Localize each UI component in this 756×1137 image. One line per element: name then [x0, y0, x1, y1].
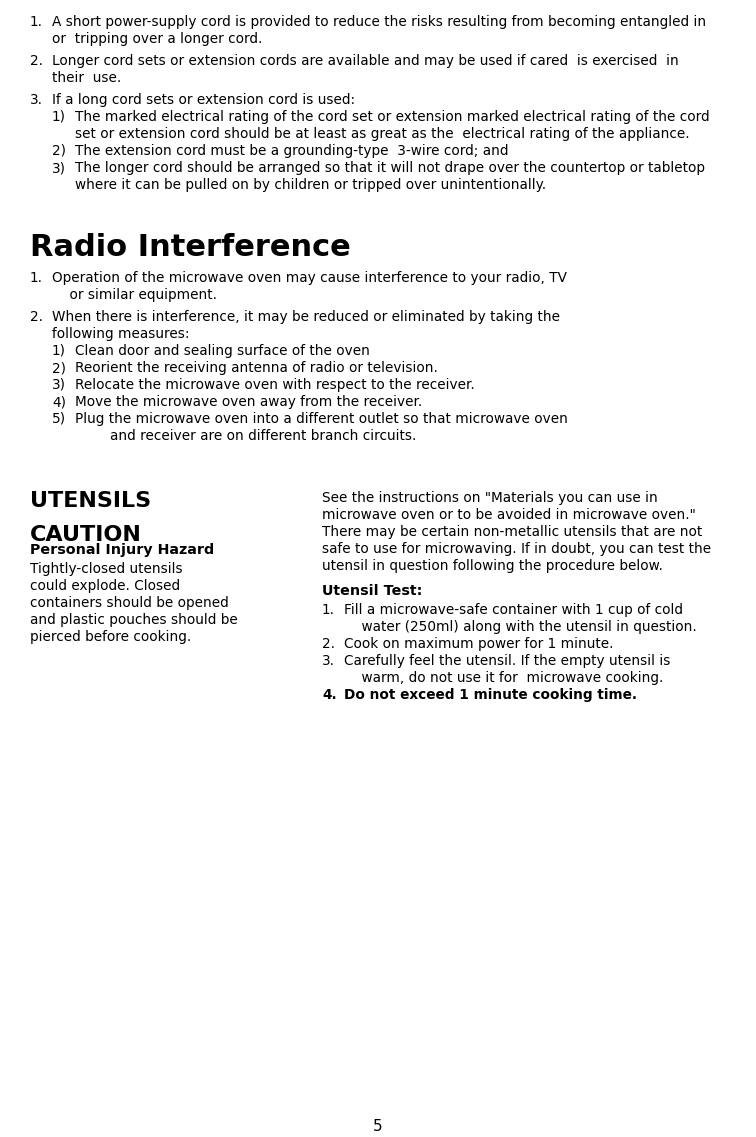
Text: 1.: 1. [322, 603, 335, 617]
Text: and receiver are on different branch circuits.: and receiver are on different branch cir… [75, 429, 417, 443]
Text: could explode. Closed: could explode. Closed [30, 579, 180, 594]
Text: where it can be pulled on by children or tripped over unintentionally.: where it can be pulled on by children or… [75, 179, 546, 192]
Text: The marked electrical rating of the cord set or extension marked electrical rati: The marked electrical rating of the cord… [75, 110, 710, 124]
Text: Personal Injury Hazard: Personal Injury Hazard [30, 543, 214, 557]
Text: Relocate the microwave oven with respect to the receiver.: Relocate the microwave oven with respect… [75, 377, 475, 392]
Text: See the instructions on "Materials you can use in: See the instructions on "Materials you c… [322, 491, 658, 505]
Text: Tightly-closed utensils: Tightly-closed utensils [30, 562, 183, 576]
Text: Reorient the receiving antenna of radio or television.: Reorient the receiving antenna of radio … [75, 362, 438, 375]
Text: 1): 1) [52, 345, 66, 358]
Text: pierced before cooking.: pierced before cooking. [30, 630, 191, 644]
Text: Longer cord sets or extension cords are available and may be used if cared  is e: Longer cord sets or extension cords are … [52, 53, 679, 68]
Text: 2): 2) [52, 362, 66, 375]
Text: microwave oven or to be avoided in microwave oven.": microwave oven or to be avoided in micro… [322, 508, 696, 522]
Text: their  use.: their use. [52, 70, 121, 85]
Text: The longer cord should be arranged so that it will not drape over the countertop: The longer cord should be arranged so th… [75, 161, 705, 175]
Text: Do not exceed 1 minute cooking time.: Do not exceed 1 minute cooking time. [344, 688, 637, 702]
Text: There may be certain non-metallic utensils that are not: There may be certain non-metallic utensi… [322, 525, 702, 539]
Text: safe to use for microwaving. If in doubt, you can test the: safe to use for microwaving. If in doubt… [322, 542, 711, 556]
Text: CAUTION: CAUTION [30, 525, 142, 545]
Text: Move the microwave oven away from the receiver.: Move the microwave oven away from the re… [75, 395, 423, 409]
Text: 5): 5) [52, 412, 66, 426]
Text: Fill a microwave-safe container with 1 cup of cold: Fill a microwave-safe container with 1 c… [344, 603, 683, 617]
Text: or similar equipment.: or similar equipment. [52, 288, 217, 302]
Text: 4): 4) [52, 395, 66, 409]
Text: warm, do not use it for  microwave cooking.: warm, do not use it for microwave cookin… [344, 671, 663, 684]
Text: 3): 3) [52, 161, 66, 175]
Text: The extension cord must be a grounding-type  3-wire cord; and: The extension cord must be a grounding-t… [75, 144, 509, 158]
Text: 3.: 3. [30, 93, 43, 107]
Text: containers should be opened: containers should be opened [30, 596, 229, 609]
Text: 1.: 1. [30, 15, 43, 30]
Text: A short power-supply cord is provided to reduce the risks resulting from becomin: A short power-supply cord is provided to… [52, 15, 706, 30]
Text: Utensil Test:: Utensil Test: [322, 584, 423, 598]
Text: 1.: 1. [30, 271, 43, 285]
Text: set or extension cord should be at least as great as the  electrical rating of t: set or extension cord should be at least… [75, 127, 689, 141]
Text: When there is interference, it may be reduced or eliminated by taking the: When there is interference, it may be re… [52, 310, 560, 324]
Text: Radio Interference: Radio Interference [30, 233, 351, 262]
Text: Operation of the microwave oven may cause interference to your radio, TV: Operation of the microwave oven may caus… [52, 271, 567, 285]
Text: 5: 5 [373, 1119, 383, 1134]
Text: 4.: 4. [322, 688, 336, 702]
Text: 2): 2) [52, 144, 66, 158]
Text: 1): 1) [52, 110, 66, 124]
Text: 2.: 2. [30, 310, 43, 324]
Text: 2.: 2. [322, 637, 335, 652]
Text: UTENSILS: UTENSILS [30, 491, 151, 511]
Text: Cook on maximum power for 1 minute.: Cook on maximum power for 1 minute. [344, 637, 614, 652]
Text: 2.: 2. [30, 53, 43, 68]
Text: Carefully feel the utensil. If the empty utensil is: Carefully feel the utensil. If the empty… [344, 654, 671, 669]
Text: 3): 3) [52, 377, 66, 392]
Text: 3.: 3. [322, 654, 335, 669]
Text: following measures:: following measures: [52, 327, 190, 341]
Text: If a long cord sets or extension cord is used:: If a long cord sets or extension cord is… [52, 93, 355, 107]
Text: and plastic pouches should be: and plastic pouches should be [30, 613, 237, 626]
Text: Clean door and sealing surface of the oven: Clean door and sealing surface of the ov… [75, 345, 370, 358]
Text: utensil in question following the procedure below.: utensil in question following the proced… [322, 559, 663, 573]
Text: Plug the microwave oven into a different outlet so that microwave oven: Plug the microwave oven into a different… [75, 412, 568, 426]
Text: water (250ml) along with the utensil in question.: water (250ml) along with the utensil in … [344, 620, 697, 634]
Text: or  tripping over a longer cord.: or tripping over a longer cord. [52, 32, 262, 45]
